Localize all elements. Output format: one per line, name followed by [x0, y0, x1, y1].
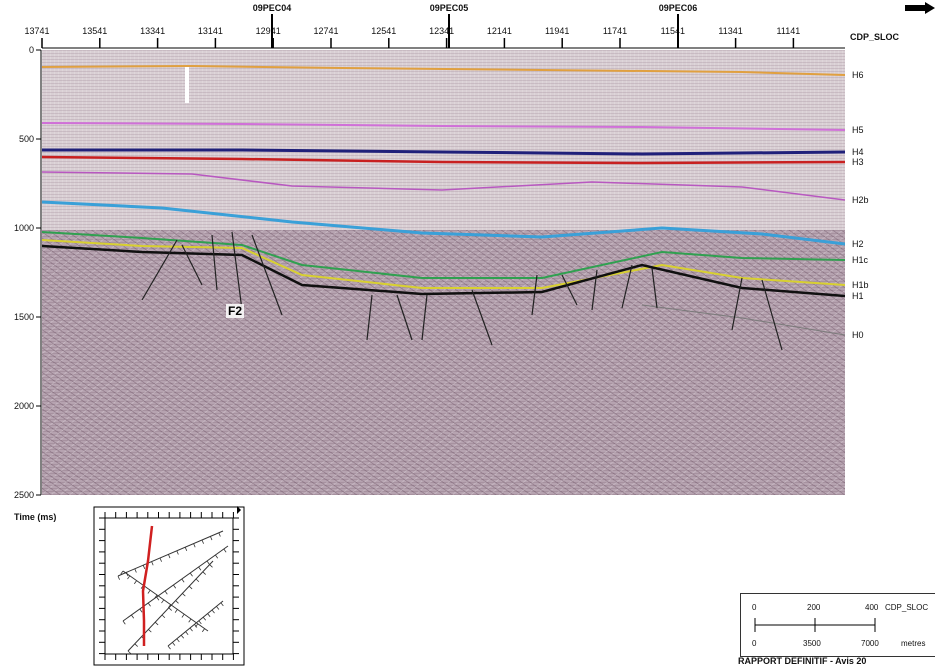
horizon-overlay	[42, 64, 845, 351]
horizon-line	[42, 148, 845, 156]
cdp-tick-label: 13541	[82, 26, 108, 36]
horizon-line	[42, 155, 845, 165]
cdp-tick-label: 11341	[718, 26, 743, 36]
scale-top-unit: CDP_SLOC	[885, 603, 929, 612]
horizon-label: H6	[852, 70, 864, 80]
cdp-tick-label: 12341	[429, 26, 455, 36]
horizon-line	[42, 200, 845, 246]
cdp-tick-label: 13341	[140, 26, 166, 36]
cdp-axis-label: CDP_SLOC	[850, 32, 900, 42]
fault-line	[366, 294, 373, 341]
direction-arrow-icon	[905, 2, 935, 14]
seismic-section	[42, 50, 845, 495]
horizon-line	[42, 122, 845, 131]
horizon-line	[42, 239, 845, 289]
cdp-tick-label: 12941	[255, 26, 281, 36]
cdp-tick-label: 11741	[602, 26, 628, 36]
fault-line	[251, 234, 283, 316]
horizon-label: H0	[852, 330, 864, 340]
fault-line	[181, 244, 203, 286]
fault-line	[396, 294, 413, 341]
fault-line	[211, 234, 218, 291]
scale-bottom-tick: 7000	[861, 639, 879, 648]
horizon-line	[42, 244, 845, 298]
cdp-tick-label: 11541	[660, 26, 685, 36]
horizon-line	[42, 171, 845, 201]
fault-line	[531, 274, 538, 316]
fault-line	[231, 231, 243, 311]
cdp-tick-label: 13141	[197, 26, 223, 36]
scale-top-tick: 400	[865, 603, 879, 612]
fault-line	[141, 239, 178, 301]
fault-line	[731, 277, 743, 331]
well-marker-lines	[271, 14, 679, 48]
well-label: 09PEC06	[658, 3, 698, 13]
horizon-label: H3	[852, 157, 864, 167]
horizon-label: H4	[852, 147, 864, 157]
data-gap	[185, 67, 189, 103]
location-map	[93, 506, 245, 666]
time-axis-label: Time (ms)	[14, 512, 57, 522]
time-tick-label: 0	[28, 45, 34, 55]
scale-bottom-tick: 0	[752, 639, 757, 648]
horizon-label: H1b	[852, 280, 869, 290]
scale-bottom-tick: 3500	[803, 639, 821, 648]
horizon-line	[641, 304, 845, 336]
time-axis-line	[36, 49, 42, 496]
horizon-line	[42, 64, 845, 76]
time-tick-label: 1000	[13, 223, 34, 233]
fault-line	[471, 289, 493, 346]
cdp-tick-label: 11941	[545, 26, 570, 36]
horizon-label: H1	[852, 291, 864, 301]
scale-top-tick: 200	[807, 603, 821, 612]
fault-line	[561, 274, 578, 306]
cdp-tick-label: 12541	[371, 26, 397, 36]
fault-line	[621, 264, 633, 309]
time-tick-label: 2000	[13, 401, 34, 411]
fault-line	[761, 279, 783, 351]
well-label: 09PEC05	[429, 3, 469, 13]
fault-line	[421, 294, 428, 341]
horizon-label: H2b	[852, 195, 869, 205]
basement-reflections	[42, 230, 845, 495]
cdp-tick-label: 12741	[313, 26, 339, 36]
fault-line	[591, 269, 598, 311]
horizon-label: H5	[852, 125, 864, 135]
well-label: 09PEC04	[252, 3, 292, 13]
horizon-line	[42, 231, 845, 279]
time-tick-label: 1500	[13, 312, 34, 322]
cdp-tick-label: 11141	[776, 26, 801, 36]
scale-top-tick: 0	[752, 603, 757, 612]
cdp-tick-label: 13741	[24, 26, 50, 36]
scale-bar: 0 200 400 CDP_SLOC 0 3500 7000 metres	[740, 593, 935, 657]
report-footer: RAPPORT DEFINITIF - Avis 20	[738, 656, 867, 666]
time-tick-label: 500	[18, 134, 34, 144]
cdp-tick-label: 12141	[486, 26, 512, 36]
horizon-label: H1c	[852, 255, 869, 265]
time-tick-label: 2500	[13, 490, 34, 500]
section-trace	[141, 525, 154, 646]
scale-bar-graphic	[754, 618, 876, 632]
fault-label: F2	[226, 304, 245, 318]
fault-line	[651, 267, 658, 309]
horizon-label: H2	[852, 239, 864, 249]
scale-bottom-unit: metres	[901, 639, 926, 648]
